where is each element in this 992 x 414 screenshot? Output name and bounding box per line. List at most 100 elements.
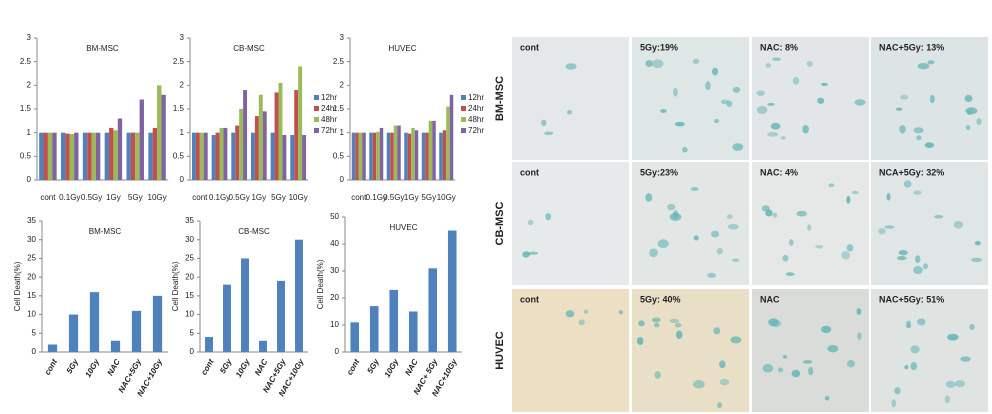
stain-spot <box>808 366 814 376</box>
y-tick-label: 0.5 <box>173 151 185 160</box>
x-tick-label: 10Gy <box>83 357 101 379</box>
micrograph <box>752 162 869 285</box>
stain-spot <box>527 219 534 226</box>
y-tick-label: 30 <box>185 235 194 244</box>
stain-spot <box>654 371 661 379</box>
bar <box>270 132 275 180</box>
stain-spot <box>652 59 664 69</box>
y-tick-label: 2.5 <box>20 57 32 66</box>
bar <box>386 132 391 180</box>
stain-spot <box>965 124 971 131</box>
bar <box>282 135 287 180</box>
stain-spot <box>856 308 862 315</box>
x-tick-label: 1Gy <box>404 193 419 202</box>
stain-spot <box>727 223 739 230</box>
stain-spot <box>900 94 909 100</box>
chart-title: HUVEC <box>388 44 416 53</box>
x-tick-label: 5Gy <box>421 193 436 202</box>
bar <box>91 132 96 180</box>
bar <box>205 337 213 352</box>
y-tick-label: 3 <box>180 33 185 42</box>
x-tick-label: cont <box>351 193 367 202</box>
y-tick-label: 30 <box>330 266 339 275</box>
y-tick-label: 15 <box>185 291 194 300</box>
cell-label: NAC: 4% <box>760 167 798 177</box>
stain-spot <box>780 136 786 140</box>
bar <box>109 127 114 180</box>
x-tick-label: 0.1Gy <box>59 193 80 202</box>
x-tick-label: 5Gy <box>65 357 81 375</box>
bar <box>389 289 399 352</box>
x-tick-label: 5Gy <box>365 357 381 375</box>
x-tick-label: 10Gy <box>234 357 252 379</box>
stain-spot <box>768 318 779 327</box>
stain-spot <box>821 82 828 87</box>
stain-spot <box>891 399 897 408</box>
chart-title: CB-MSC <box>233 44 265 53</box>
stain-spot <box>944 395 951 404</box>
stain-spot <box>915 255 921 264</box>
stain-spot <box>895 107 903 111</box>
y-tick-label: 40 <box>330 239 339 248</box>
stain-spot <box>910 345 920 354</box>
bar <box>47 132 53 180</box>
stain-spot <box>807 224 812 231</box>
legend-label: 72hr <box>321 126 337 135</box>
row-label: BM-MSC <box>494 76 506 121</box>
stain-spot <box>934 215 944 219</box>
stain-spot <box>705 81 711 91</box>
stain-spot <box>636 337 644 345</box>
stain-spot <box>789 239 794 246</box>
bar <box>369 132 373 180</box>
y-tick-label: 35 <box>185 216 194 225</box>
micrograph <box>512 162 629 285</box>
micrograph <box>871 162 988 285</box>
bar <box>47 344 58 352</box>
bar <box>362 132 366 180</box>
y-tick-label: 3 <box>340 33 345 42</box>
y-tick-label: 5 <box>190 328 195 337</box>
stain-spot <box>878 228 886 235</box>
bar <box>379 127 384 180</box>
stain-spot <box>964 94 973 103</box>
stain-spot <box>913 127 924 134</box>
stain-spot <box>824 396 830 401</box>
stain-spot <box>782 355 788 359</box>
stain-spot <box>954 379 966 388</box>
stain-spot <box>578 319 585 326</box>
stain-spot <box>820 325 832 334</box>
y-tick-label: 1.5 <box>173 104 185 113</box>
bar <box>277 280 285 352</box>
bar <box>139 99 144 180</box>
bar <box>447 230 457 352</box>
legend-label: 24hr <box>321 104 337 113</box>
stain-spot <box>693 235 699 241</box>
x-tick-label: 0.1Gy <box>366 193 387 202</box>
cell-label: cont <box>520 167 539 177</box>
stain-spot <box>761 205 770 212</box>
stain-spot <box>894 387 901 395</box>
stain-spot <box>905 323 912 329</box>
stain-spot <box>929 94 935 104</box>
stain-spot <box>772 57 782 61</box>
stain-spot <box>770 320 782 328</box>
cell-label: cont <box>520 42 539 52</box>
bar <box>393 125 398 180</box>
y-tick-label: 1 <box>180 128 185 137</box>
stain-spot <box>567 110 572 115</box>
x-tick-label: 10Gy <box>289 193 308 202</box>
bar <box>259 340 267 352</box>
micrograph <box>512 37 629 160</box>
stain-spot <box>927 60 935 65</box>
stain-spot <box>669 213 682 221</box>
bar <box>152 295 163 352</box>
bar <box>219 127 224 180</box>
y-tick-label: 0 <box>27 175 32 184</box>
stain-spot <box>657 239 669 249</box>
bar <box>411 127 415 180</box>
micrograph <box>632 289 749 412</box>
y-tick-label: 5 <box>32 328 37 337</box>
bar <box>223 284 231 352</box>
stain-spot <box>976 118 982 126</box>
x-tick-label: cont <box>199 357 215 376</box>
